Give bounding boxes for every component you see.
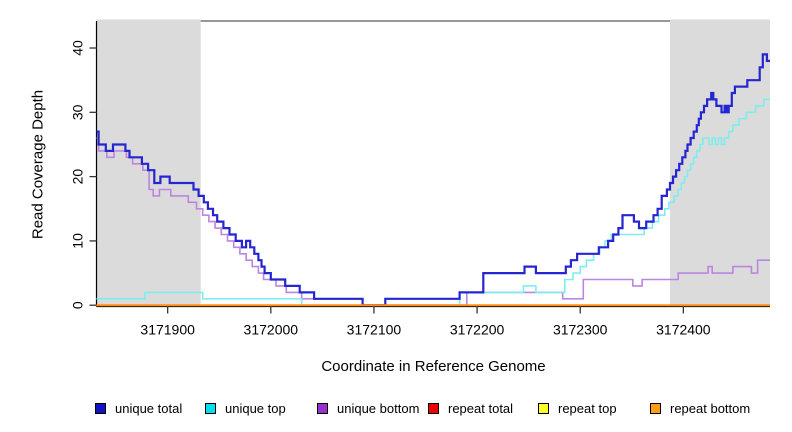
x-axis-title: Coordinate in Reference Genome xyxy=(321,358,546,375)
x-tick-label: 3172200 xyxy=(450,322,505,338)
legend-item-unique-top: unique top xyxy=(205,399,286,417)
legend-item-unique-bottom: unique bottom xyxy=(317,399,419,417)
series-unique-top xyxy=(96,98,770,306)
legend-label: unique top xyxy=(225,400,286,416)
y-tick-label: 0 xyxy=(70,301,86,309)
x-tick-label: 3172300 xyxy=(553,322,608,338)
y-tick-label: 10 xyxy=(70,233,86,249)
legend-swatch-repeat-bottom xyxy=(650,402,661,414)
legend-label: unique total xyxy=(115,400,183,416)
x-tick-label: 3171900 xyxy=(140,322,195,338)
legend-label: unique bottom xyxy=(337,400,420,416)
y-tick-label: 20 xyxy=(70,169,86,185)
legend-label: repeat total xyxy=(448,400,514,416)
legend-item-repeat-total: repeat total xyxy=(428,399,513,417)
legend-swatch-repeat-top xyxy=(538,402,549,414)
legend-swatch-repeat-total xyxy=(428,402,439,414)
y-tick-label: 40 xyxy=(70,40,86,56)
legend: unique total unique top unique bottom repea… xyxy=(0,399,792,421)
x-tick-label: 3172000 xyxy=(244,322,299,338)
plot-canvas: 3171900 3172000 3172100 3172200 3172300 31724… xyxy=(70,19,770,338)
y-tick-label: 30 xyxy=(70,104,86,120)
series-unique-total xyxy=(96,53,770,307)
shaded-region xyxy=(670,19,770,307)
legend-item-unique-total: unique total xyxy=(95,399,182,417)
legend-swatch-unique-bottom xyxy=(317,402,328,414)
y-axis-title: Read Coverage Depth xyxy=(29,89,47,240)
legend-item-repeat-bottom: repeat bottom xyxy=(650,399,750,417)
legend-swatch-unique-total xyxy=(95,402,106,414)
x-tick-label: 3172100 xyxy=(347,322,402,338)
legend-swatch-unique-top xyxy=(205,402,216,414)
legend-label: repeat top xyxy=(558,400,617,416)
legend-label: repeat bottom xyxy=(670,400,751,416)
x-tick-label: 3172400 xyxy=(656,322,711,338)
legend-item-repeat-top: repeat top xyxy=(538,399,617,417)
